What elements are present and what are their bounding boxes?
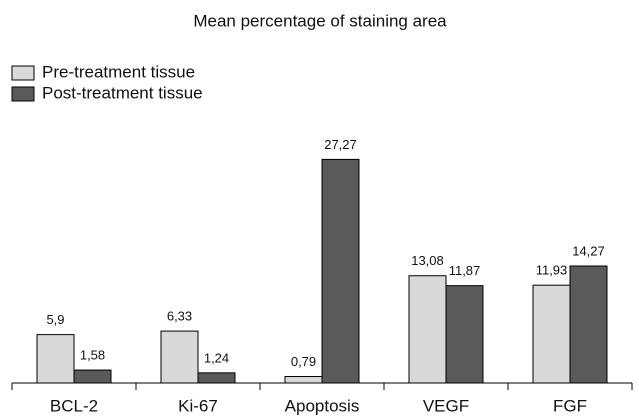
value-label: 27,27: [324, 137, 357, 152]
value-label: 6,33: [167, 309, 192, 324]
x-tick-label: Apoptosis: [285, 396, 360, 415]
value-label: 1,24: [204, 350, 229, 365]
value-label: 13,08: [411, 253, 444, 268]
bar: [197, 372, 236, 384]
legend-label: Pre-treatment tissue: [42, 62, 195, 81]
legend-swatch: [11, 86, 35, 102]
bar: [284, 376, 323, 384]
x-tick-label: VEGF: [423, 396, 469, 415]
legend-label: Post-treatment tissue: [42, 83, 203, 102]
bar: [408, 275, 447, 384]
bar: [569, 265, 608, 384]
bar: [445, 285, 484, 384]
bar: [73, 369, 112, 384]
value-label: 14,27: [572, 243, 605, 258]
bar: [160, 330, 199, 384]
legend-swatch: [11, 65, 35, 81]
value-label: 11,93: [536, 263, 568, 278]
value-label: 1,58: [80, 347, 105, 362]
bar: [321, 158, 360, 384]
chart-title: Mean percentage of staining area: [193, 11, 447, 30]
value-label: 11,87: [449, 263, 481, 278]
bar: [532, 284, 571, 384]
value-label: 5,9: [46, 312, 64, 327]
value-label: 0,79: [291, 354, 316, 369]
x-tick-label: BCL-2: [50, 396, 98, 415]
bar: [36, 334, 75, 384]
x-tick-label: Ki-67: [178, 396, 218, 415]
x-tick-label: FGF: [553, 396, 587, 415]
